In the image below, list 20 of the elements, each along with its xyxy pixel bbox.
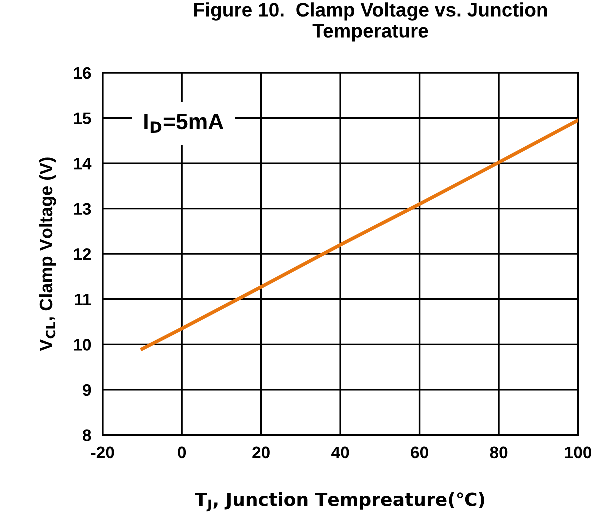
y-axis-title: V$_{CL}$, Clamp Voltage (V) — [39, 158, 56, 352]
y-tick-label: 8 — [83, 430, 92, 442]
x-tick-label: 40 — [332, 446, 350, 459]
y-tick-label: 14 — [74, 158, 92, 170]
y-tick-label: 12 — [74, 248, 92, 260]
y-tick-label: 9 — [83, 384, 92, 396]
x-tick-label: 60 — [411, 446, 428, 459]
x-tick-label: 100 — [565, 446, 592, 459]
chart-title: Figure 10. Clamp Voltage vs. Junction Temperature — [194, 2, 548, 42]
y-tick-label: 11 — [75, 294, 92, 306]
x-axis-title: T$_{J}$, Junction Tempreature(℃) — [195, 492, 484, 512]
x-tick-label: 0 — [178, 446, 186, 459]
x-tick-label: -20 — [91, 446, 114, 459]
y-tick-label: 16 — [74, 67, 92, 80]
y-tick-label: 13 — [74, 203, 92, 216]
x-tick-label: 20 — [252, 446, 270, 459]
y-tick-label: 10 — [74, 339, 92, 351]
x-tick-label: 80 — [490, 446, 508, 459]
annotation: I$_{D}$=5mA — [144, 114, 224, 134]
y-tick-label: 15 — [74, 112, 92, 124]
